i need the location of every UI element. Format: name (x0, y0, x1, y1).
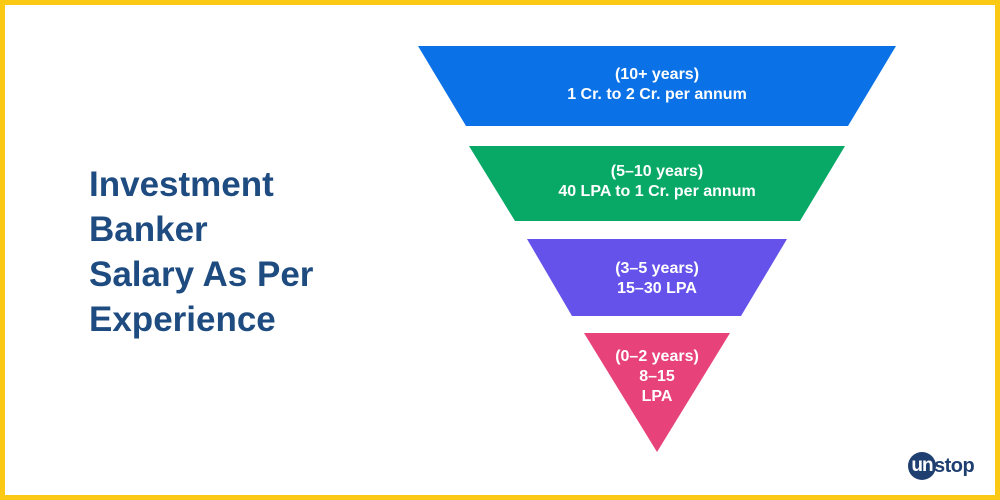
salary-3-5: 15–30 LPA (617, 280, 697, 297)
funnel-level-10plus (418, 46, 896, 126)
experience-10plus: (10+ years) (614, 66, 700, 83)
experience-5-10: (5–10 years) (610, 163, 704, 180)
experience-3-5: (3–5 years) (615, 260, 699, 277)
logo-circle: un (908, 452, 936, 480)
funnel-level-5-10 (469, 146, 845, 221)
funnel-label-0-2: (0–2 years) 8–15 LPA (587, 347, 727, 407)
salary-5-10: 40 LPA to 1 Cr. per annum (558, 183, 756, 200)
funnel-level-0-2 (584, 333, 730, 452)
logo-text: stop (934, 454, 975, 477)
salary-0-2-line1: 8–15 (639, 368, 675, 385)
funnel-label-10plus: (10+ years) 1 Cr. to 2 Cr. per annum (457, 65, 857, 105)
title-line-3: Salary As Per (89, 255, 314, 294)
unstop-logo: un stop (908, 452, 975, 480)
title-line-2: Banker (89, 210, 208, 249)
funnel-level-3-5 (527, 239, 787, 316)
funnel-label-3-5: (3–5 years) 15–30 LPA (557, 259, 757, 299)
salary-10plus: 1 Cr. to 2 Cr. per annum (567, 86, 747, 103)
title-line-4: Experience (89, 300, 276, 339)
funnel-label-5-10: (5–10 years) 40 LPA to 1 Cr. per annum (457, 162, 857, 202)
experience-0-2: (0–2 years) (615, 348, 699, 365)
page-title: Investment Banker Salary As Per Experien… (89, 162, 389, 342)
salary-0-2-line2: LPA (641, 388, 673, 405)
title-line-1: Investment (89, 165, 274, 204)
